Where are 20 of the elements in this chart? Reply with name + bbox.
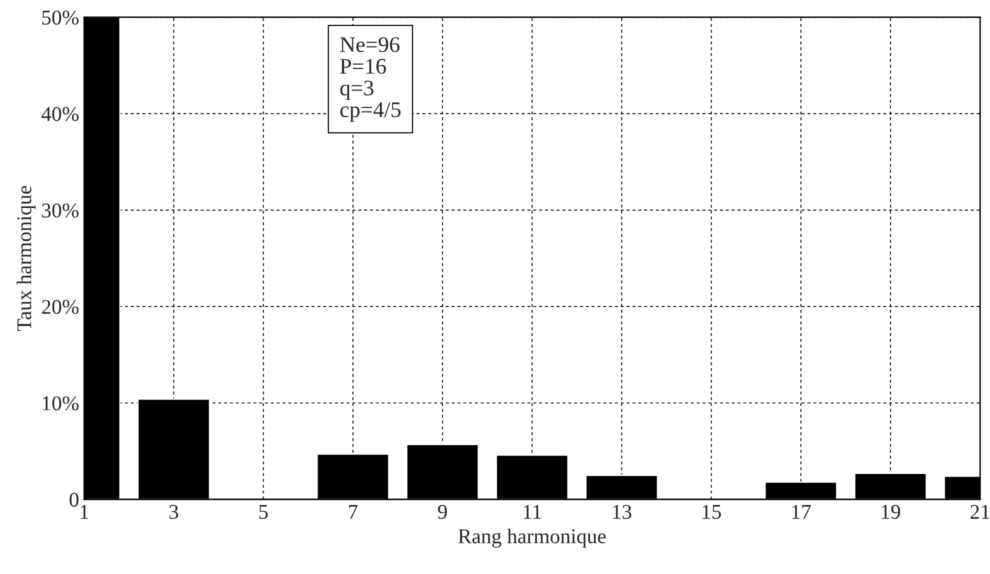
- annotation: Ne=96 P=16 q=3 cp=4/5: [340, 37, 401, 122]
- y-tick-label: 0: [70, 492, 78, 507]
- x-tick-label: 5: [259, 505, 268, 519]
- x-tick-label: 11: [524, 504, 541, 519]
- x-tick-label: 17: [792, 504, 811, 519]
- x-axis-title: Rang harmonique: [458, 528, 606, 548]
- x-tick-label: 21: [970, 504, 990, 519]
- x-tick-label: 9: [438, 504, 447, 519]
- y-tick-label: 10%: [42, 396, 79, 410]
- x-tick-label: 19: [882, 504, 900, 519]
- x-tick-label: 1: [80, 504, 88, 519]
- y-tick-label: 20%: [42, 300, 79, 314]
- x-tick-label: 13: [613, 504, 632, 519]
- x-tick-label: 3: [170, 504, 178, 519]
- y-tick-label: 40%: [42, 107, 79, 122]
- y-tick-label: 30%: [42, 203, 79, 218]
- y-tick-label: 50%: [42, 10, 79, 25]
- y-axis-title: Taux harmonique: [16, 186, 36, 331]
- x-tick-label: 7: [349, 505, 358, 519]
- x-tick-label: 15: [702, 504, 721, 519]
